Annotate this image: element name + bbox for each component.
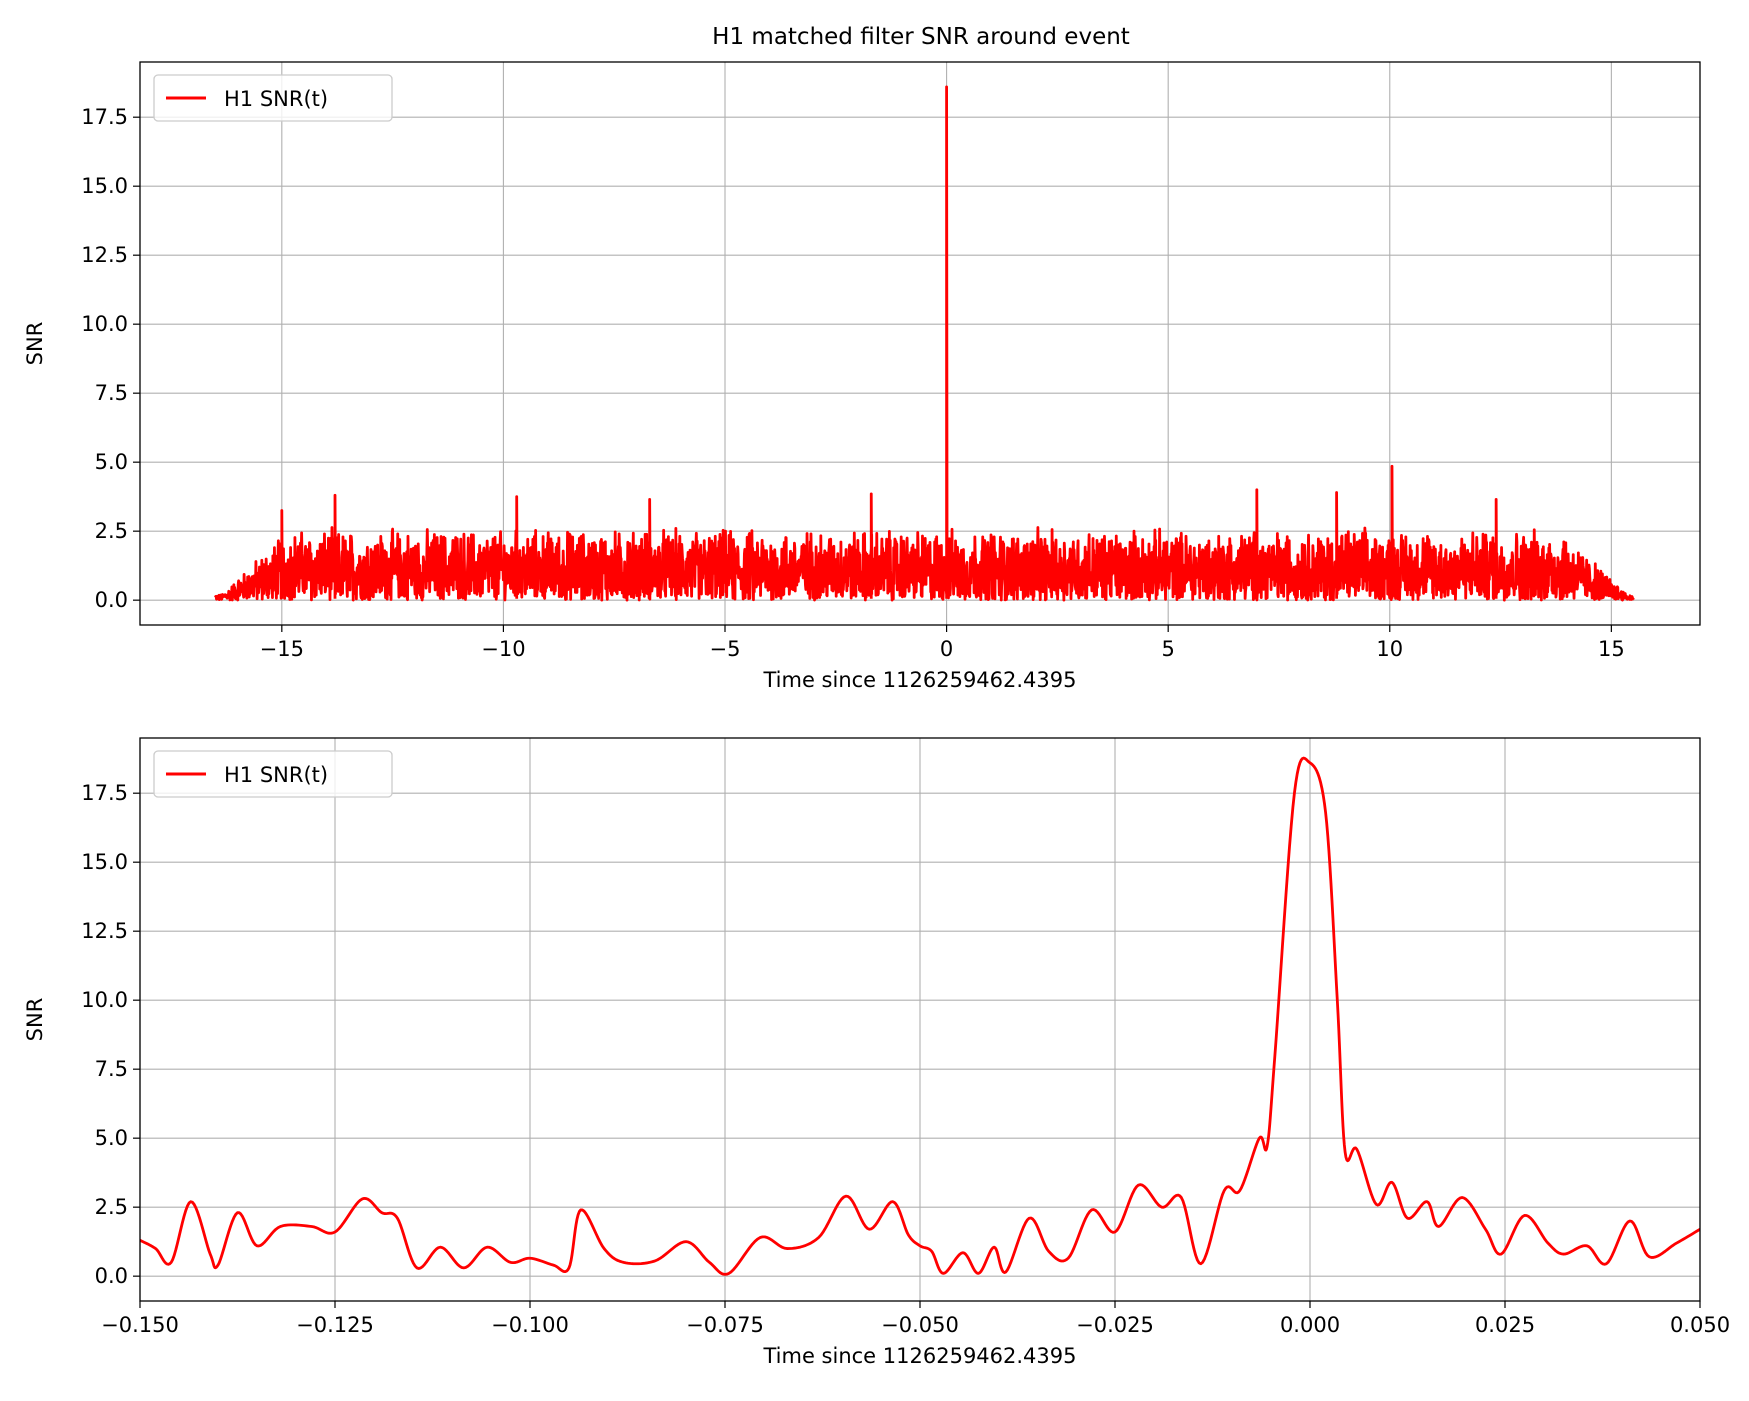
bottom-panel-y-tick-label: 2.5 [95,1195,128,1219]
bottom-panel-snr-line [140,756,1700,1276]
top-panel-x-tick-label: 5 [1161,637,1174,661]
top-panel-y-tick-label: 7.5 [95,381,128,405]
bottom-panel-legend-label: H1 SNR(t) [224,763,328,787]
top-panel-x-tick-label: 0 [940,637,953,661]
top-panel-x-tick-label: 10 [1376,637,1403,661]
bottom-panel-y-tick-label: 15.0 [81,850,128,874]
bottom-panel-x-tick-label: 0.050 [1670,1313,1730,1337]
bottom-panel-series [140,756,1700,1276]
top-panel-y-axis-label: SNR [23,322,47,366]
top-panel-ticks: −15 −10 −5 0 5 10 15 0.0 2.5 5.0 7.5 10.0 12.5 15.0 17… [81,105,1624,661]
top-panel-x-tick-label: −15 [260,637,304,661]
top-panel-series [214,85,1635,602]
top-panel-y-tick-label: 5.0 [95,450,128,474]
top-panel-y-tick-label: 0.0 [95,588,128,612]
top-panel-legend-label: H1 SNR(t) [224,87,328,111]
top-panel-y-tick-label: 10.0 [81,312,128,336]
bottom-panel-x-tick-label: −0.125 [296,1313,374,1337]
top-panel-y-tick-label: 15.0 [81,174,128,198]
top-panel-legend-box [153,74,393,122]
bottom-panel: −0.150 −0.125 −0.100 −0.075 −0.050 −0.025 0.00… [23,737,1730,1368]
bottom-panel-y-tick-label: 7.5 [95,1057,128,1081]
top-panel-x-tick-label: −10 [481,637,525,661]
top-panel-x-axis-label: Time since 1126259462.4395 [762,668,1076,692]
bottom-panel-x-tick-label: −0.150 [101,1313,179,1337]
bottom-panel-x-tick-label: −0.025 [1076,1313,1154,1337]
bottom-panel-x-tick-label: 0.000 [1280,1313,1340,1337]
bottom-panel-grid [139,738,1701,1301]
bottom-panel-y-tick-label: 10.0 [81,988,128,1012]
bottom-panel-y-tick-label: 5.0 [95,1126,128,1150]
bottom-panel-legend: H1 SNR(t) [153,750,393,798]
top-panel-x-tick-label: 15 [1598,637,1625,661]
top-panel-frame [139,61,1701,626]
top-panel-y-tick-label: 2.5 [95,519,128,543]
top-panel-x-tick-label: −5 [710,637,741,661]
top-panel-snr-line [214,85,1635,602]
figure-title: H1 matched filter SNR around event [712,24,1130,50]
bottom-panel-y-tick-label: 12.5 [81,919,128,943]
top-panel-y-tick-label: 12.5 [81,243,128,267]
bottom-panel-y-tick-label: 17.5 [81,781,128,805]
bottom-panel-y-axis-label: SNR [23,998,47,1042]
bottom-panel-x-tick-label: −0.050 [881,1313,959,1337]
top-panel-legend: H1 SNR(t) [153,74,393,122]
bottom-panel-ticks: −0.150 −0.125 −0.100 −0.075 −0.050 −0.025 0.00… [81,781,1730,1337]
top-panel-y-tick-label: 17.5 [81,105,128,129]
top-panel: −15 −10 −5 0 5 10 15 0.0 2.5 5.0 7.5 10.0 12.5 15.0 17… [23,61,1701,692]
bottom-panel-x-axis-label: Time since 1126259462.4395 [762,1344,1076,1368]
bottom-panel-x-tick-label: −0.075 [686,1313,764,1337]
top-panel-grid [140,62,1700,625]
bottom-panel-y-tick-label: 0.0 [95,1264,128,1288]
bottom-panel-x-tick-label: −0.100 [491,1313,569,1337]
bottom-panel-legend-box [153,750,393,798]
bottom-panel-x-tick-label: 0.025 [1475,1313,1535,1337]
